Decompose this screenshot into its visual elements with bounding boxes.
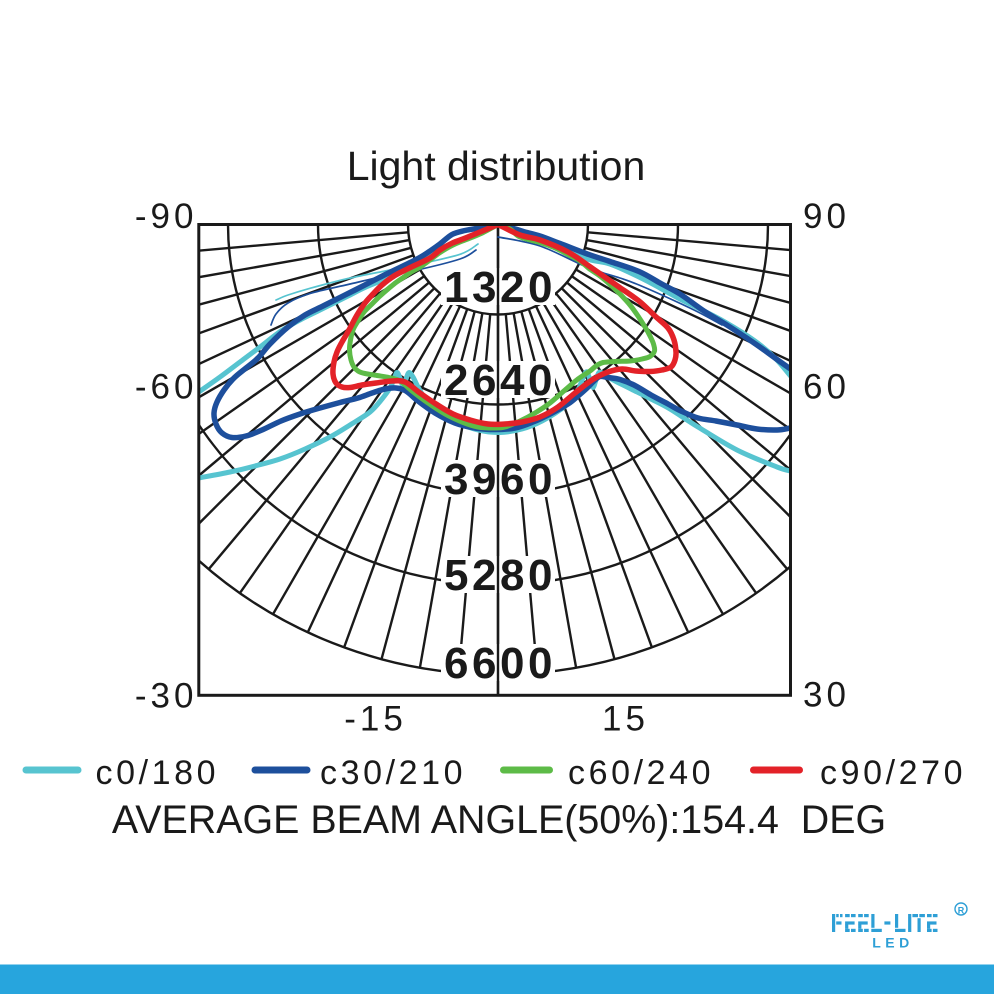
svg-text:3960: 3960 [444, 455, 556, 504]
svg-text:-30: -30 [135, 677, 198, 716]
svg-text:5280: 5280 [444, 551, 556, 600]
svg-text:c0/180: c0/180 [96, 754, 220, 792]
svg-text:-60: -60 [135, 368, 198, 407]
svg-text:c90/270: c90/270 [820, 754, 966, 792]
svg-text:-90: -90 [135, 197, 198, 236]
svg-text:R: R [958, 906, 965, 916]
svg-text:1320: 1320 [444, 263, 556, 312]
svg-text:6600: 6600 [444, 639, 556, 688]
svg-text:LED: LED [872, 935, 914, 951]
svg-text:90: 90 [803, 197, 850, 236]
svg-text:c30/210: c30/210 [320, 754, 466, 792]
svg-text:2640: 2640 [444, 356, 556, 405]
svg-text:60: 60 [803, 368, 850, 407]
svg-text:30: 30 [803, 676, 850, 715]
svg-text:c60/240: c60/240 [568, 754, 714, 792]
svg-text:-15: -15 [344, 700, 407, 739]
svg-text:15: 15 [602, 700, 649, 739]
svg-text:AVERAGE BEAM ANGLE(50%):154.4: AVERAGE BEAM ANGLE(50%):154.4 DEG [112, 798, 886, 842]
svg-text:Light distribution: Light distribution [347, 143, 646, 189]
